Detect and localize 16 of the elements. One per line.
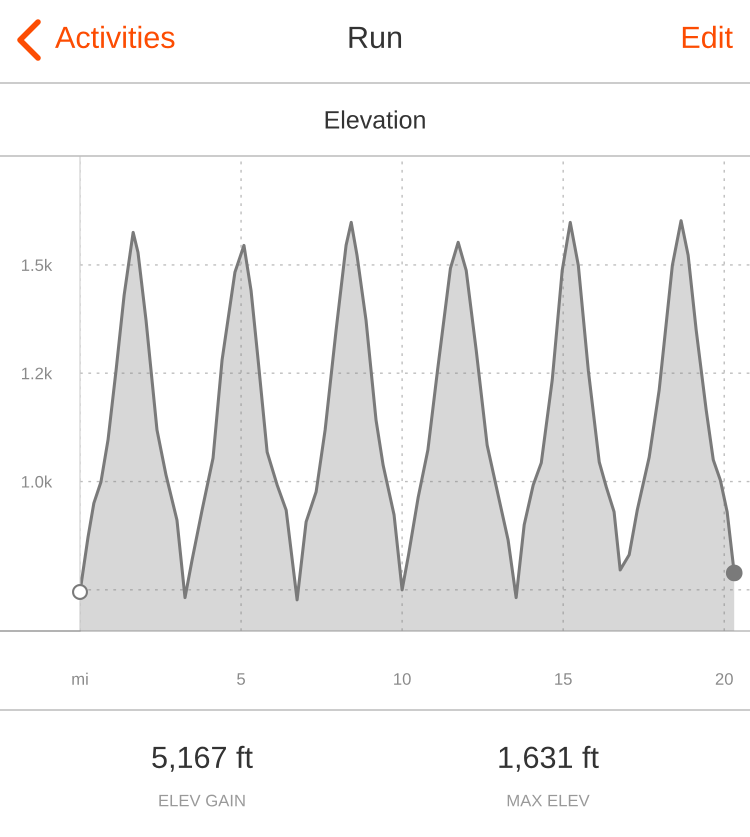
text: 5,167 ft <box>152 746 253 772</box>
text: Run <box>349 26 402 48</box>
x-tick-label: 15 <box>555 673 572 685</box>
text: ELEV GAIN <box>159 794 245 806</box>
chart-title: Elevation <box>326 110 425 129</box>
y-tick-label: 1.2k <box>22 367 52 380</box>
text: MAX ELEV <box>508 794 590 806</box>
x-tick-label: 5 <box>237 673 245 685</box>
x-tick-label: mi <box>72 672 88 685</box>
text: 1,631 ft <box>499 746 599 772</box>
y-tick-label: 1.0k <box>22 475 52 488</box>
text: Edit <box>682 26 733 48</box>
x-tick-label: 10 <box>394 673 411 685</box>
y-tick-label: 1.5k <box>22 258 52 272</box>
text: Activities <box>55 26 174 48</box>
x-tick-label: 20 <box>716 673 733 685</box>
